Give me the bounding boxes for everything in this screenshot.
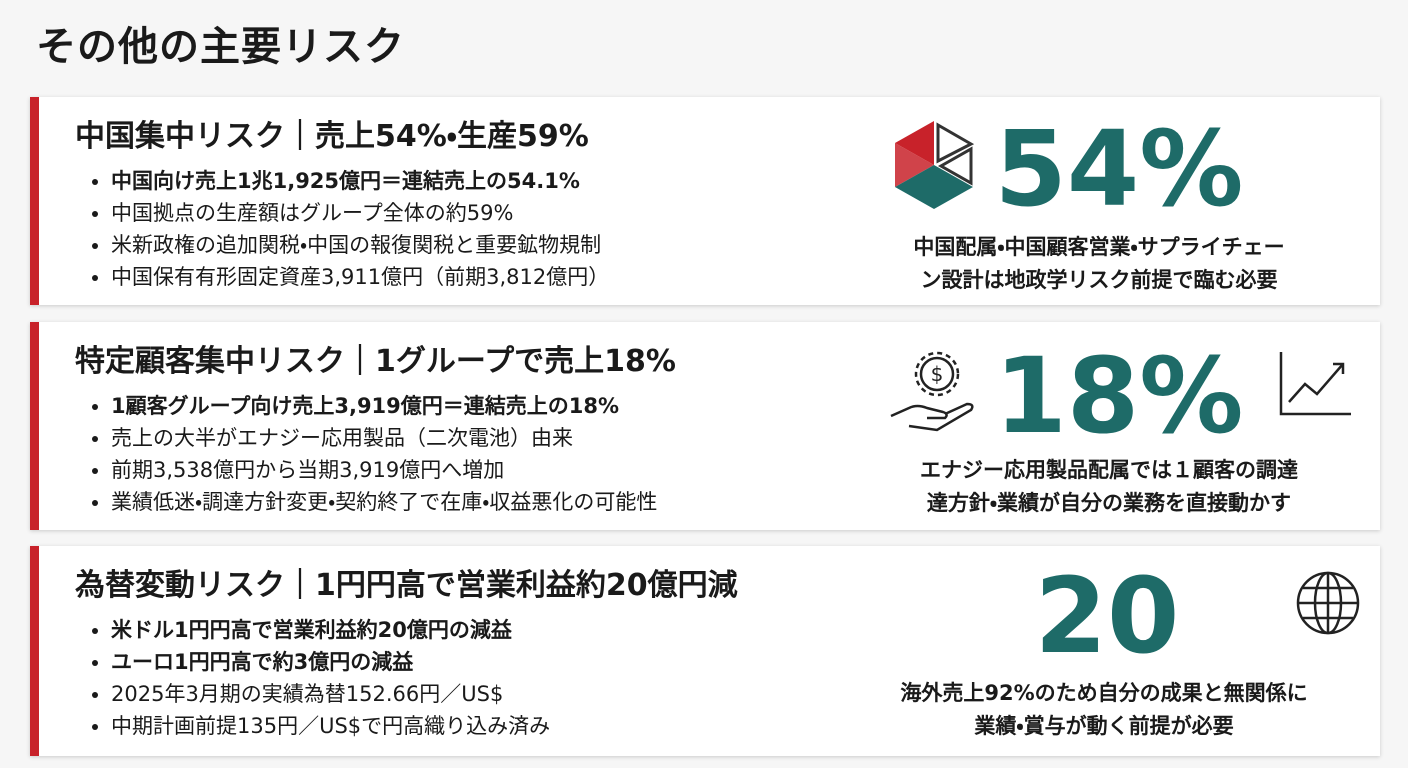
caption-line: エナジー応用製品配属では１顧客の調達 bbox=[920, 458, 1298, 482]
key-figure: 18% bbox=[994, 335, 1244, 457]
bullet: 米ドル1円円高で営業利益約20億円の減益 bbox=[111, 614, 550, 646]
caption-line: ン設計は地政学リスク前提で臨む必要 bbox=[920, 268, 1278, 292]
bullet: 米新政権の追加関税・中国の報復関税と重要鉱物規制 bbox=[111, 229, 609, 261]
globe-icon bbox=[1296, 571, 1360, 635]
bullet: 2025年3月期の実績為替152.66円／US$ bbox=[111, 678, 550, 710]
risk-card: 特定顧客集中リスク｜1グループで売上18% 1顧客グループ向け売上3,919億円… bbox=[30, 322, 1380, 530]
hand-coin-icon: $ bbox=[890, 351, 974, 432]
key-figure: 20 bbox=[1034, 555, 1180, 677]
card-heading: 為替変動リスク｜1円円高で営業利益約20億円減 bbox=[75, 568, 738, 603]
growth-chart-icon bbox=[1279, 352, 1351, 416]
key-figure: 54% bbox=[994, 108, 1244, 230]
caption: 海外売上92%のため自分の成果と無関係に 業績・賞与が動く前提が必要 bbox=[900, 677, 1307, 743]
svg-text:$: $ bbox=[931, 362, 944, 386]
card-heading: 特定顧客集中リスク｜1グループで売上18% bbox=[75, 344, 676, 379]
caption: エナジー応用製品配属では１顧客の調達 達方針・業績が自分の業務を直接動かす bbox=[920, 454, 1298, 520]
card-heading: 中国集中リスク｜売上54%・生産59% bbox=[75, 119, 589, 154]
bullet: 中国保有有形固定資産3,911億円（前期3,812億円） bbox=[111, 261, 609, 293]
bullet-list: 1顧客グループ向け売上3,919億円＝連結売上の18% 売上の大半がエナジー応用… bbox=[83, 390, 657, 518]
caption-line: 業績・賞与が動く前提が必要 bbox=[974, 714, 1234, 738]
bullet: 中国拠点の生産額はグループ全体の約59% bbox=[111, 197, 609, 229]
page-title: その他の主要リスク bbox=[36, 24, 405, 70]
bullet: 中国向け売上1兆1,925億円＝連結売上の54.1% bbox=[111, 165, 609, 197]
bullet: 1顧客グループ向け売上3,919億円＝連結売上の18% bbox=[111, 390, 657, 422]
bullet: 中期計画前提135円／US$で円高織り込み済み bbox=[111, 710, 550, 742]
bullet: 業績低迷・調達方針変更・契約終了で在庫・収益悪化の可能性 bbox=[111, 486, 657, 518]
caption-line: 達方針・業績が自分の業務を直接動かす bbox=[926, 491, 1292, 515]
bullet: ユーロ1円円高で約3億円の減益 bbox=[111, 646, 550, 678]
risk-card: 為替変動リスク｜1円円高で営業利益約20億円減 米ドル1円円高で営業利益約20億… bbox=[30, 546, 1380, 756]
bullet-list: 米ドル1円円高で営業利益約20億円の減益 ユーロ1円円高で約3億円の減益 202… bbox=[83, 614, 550, 742]
bullet: 売上の大半がエナジー応用製品（二次電池）由来 bbox=[111, 422, 657, 454]
caption-line: 海外売上92%のため自分の成果と無関係に bbox=[900, 681, 1308, 705]
bullet-list: 中国向け売上1兆1,925億円＝連結売上の54.1% 中国拠点の生産額はグループ… bbox=[83, 165, 609, 293]
caption-line: 中国配属・中国顧客営業・サプライチェー bbox=[913, 235, 1285, 259]
bullet: 前期3,538億円から当期3,919億円へ増加 bbox=[111, 454, 657, 486]
hexagon-icon bbox=[895, 121, 975, 209]
risk-card: 中国集中リスク｜売上54%・生産59% 中国向け売上1兆1,925億円＝連結売上… bbox=[30, 97, 1380, 305]
caption: 中国配属・中国顧客営業・サプライチェー ン設計は地政学リスク前提で臨む必要 bbox=[913, 231, 1284, 297]
